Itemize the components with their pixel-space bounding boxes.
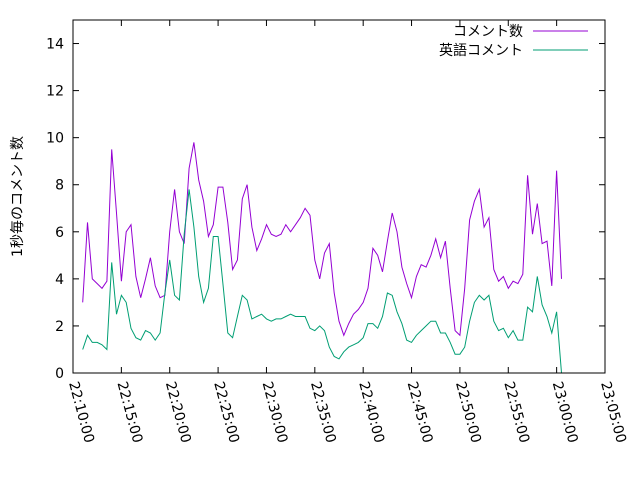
series-line-2 (82, 189, 562, 374)
x-tick-label: 22:40:00 (355, 380, 387, 445)
legend-label: コメント数 (453, 24, 523, 40)
x-tick-label: 22:45:00 (404, 380, 436, 445)
y-tick-label: 6 (55, 225, 64, 241)
x-tick-label: 22:30:00 (259, 380, 291, 445)
y-tick-label: 14 (46, 37, 64, 53)
y-tick-label: 4 (55, 272, 64, 288)
x-tick-label: 22:55:00 (500, 380, 532, 445)
y-tick-label: 0 (55, 366, 64, 382)
y-axis-ticks: 0 2 4 6 8 10 12 14 (46, 37, 605, 382)
y-axis-label: 1秒毎のコメント数 (10, 136, 26, 257)
y-tick-label: 8 (55, 178, 64, 194)
x-tick-label: 22:10:00 (65, 380, 97, 445)
x-tick-label: 23:05:00 (597, 380, 629, 445)
x-tick-label: 23:00:00 (549, 380, 581, 445)
y-tick-label: 10 (46, 131, 64, 147)
y-tick-label: 12 (46, 84, 64, 100)
series-line-1 (82, 142, 562, 337)
x-tick-label: 22:20:00 (162, 380, 194, 445)
x-tick-label: 22:50:00 (452, 380, 484, 445)
x-tick-label: 22:25:00 (210, 380, 242, 445)
y-tick-label: 2 (55, 319, 64, 335)
plot-frame (72, 19, 606, 374)
x-tick-label: 22:15:00 (113, 380, 145, 445)
x-axis-ticks: 22:10:00 22:15:00 22:20:00 22:25:00 22:30:00… (65, 20, 629, 445)
series-layer (82, 142, 562, 374)
x-tick-label: 22:35:00 (307, 380, 339, 445)
legend-label: 英語コメント (439, 42, 523, 59)
